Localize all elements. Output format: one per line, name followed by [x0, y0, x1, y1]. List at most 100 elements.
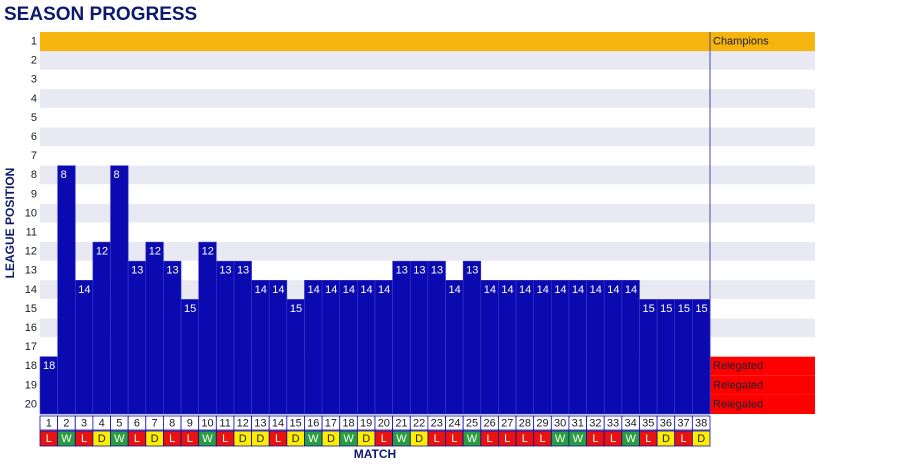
bar: [656, 299, 676, 415]
row-stripe: [40, 89, 815, 109]
bar: [674, 299, 693, 415]
x-tick-label: 2: [63, 417, 69, 429]
data-label: 14: [449, 284, 461, 296]
x-tick-label: 1: [46, 417, 52, 429]
x-tick-label: 26: [483, 417, 495, 429]
y-axis-label: LEAGUE POSITION: [3, 168, 17, 279]
row-stripe: [40, 165, 815, 185]
x-tick-label: 29: [536, 417, 548, 429]
x-tick-label: 28: [519, 417, 531, 429]
bar: [304, 279, 323, 415]
x-tick-label: 8: [169, 417, 175, 429]
bar: [621, 279, 640, 415]
result-label: L: [381, 433, 387, 445]
x-tick-label: 18: [342, 417, 354, 429]
data-label: 14: [537, 284, 549, 296]
bar: [498, 279, 517, 415]
data-label: 14: [343, 284, 355, 296]
result-label: W: [343, 433, 354, 445]
data-label: 14: [272, 284, 284, 296]
result-label: L: [592, 433, 598, 445]
data-label: 13: [166, 265, 178, 277]
result-label: L: [434, 433, 440, 445]
x-tick-label: 23: [431, 417, 443, 429]
data-label: 14: [378, 284, 390, 296]
result-label: D: [697, 433, 705, 445]
data-label: 13: [219, 265, 231, 277]
x-tick-label: 22: [413, 417, 425, 429]
bar: [216, 260, 235, 415]
row-stripe: [40, 146, 815, 166]
bar: [163, 260, 182, 415]
data-label: 13: [466, 265, 478, 277]
data-label: 14: [590, 284, 602, 296]
result-label: D: [362, 433, 370, 445]
bar: [74, 279, 94, 415]
x-tick-label: 14: [272, 417, 284, 429]
data-label: 14: [607, 284, 619, 296]
bar: [445, 279, 464, 415]
result-label: D: [292, 433, 300, 445]
y-tick-label: 13: [25, 265, 37, 277]
result-label: L: [522, 433, 528, 445]
row-stripe: [40, 184, 815, 204]
data-label: 8: [114, 169, 120, 181]
result-label: L: [81, 433, 87, 445]
bar: [286, 299, 305, 415]
result-label: W: [202, 433, 213, 445]
bar: [639, 299, 658, 415]
result-cell: [691, 430, 711, 447]
bar: [692, 299, 711, 415]
result-label: L: [134, 433, 140, 445]
result-label: L: [451, 433, 457, 445]
data-label: 14: [78, 284, 90, 296]
result-label: D: [256, 433, 264, 445]
x-axis-label: MATCH: [354, 447, 396, 461]
x-tick-label: 9: [187, 417, 193, 429]
result-label: L: [645, 433, 651, 445]
x-tick-label: 36: [660, 417, 672, 429]
bar: [57, 165, 76, 415]
data-label: 15: [660, 303, 672, 315]
x-tick-label: 5: [116, 417, 122, 429]
data-label: 14: [554, 284, 566, 296]
x-tick-label: 30: [554, 417, 566, 429]
result-label: W: [555, 433, 566, 445]
result-label: L: [187, 433, 193, 445]
y-tick-label: 1: [31, 35, 37, 47]
result-label: L: [169, 433, 175, 445]
data-label: 12: [96, 246, 108, 258]
y-tick-label: 17: [25, 341, 37, 353]
data-label: 14: [325, 284, 337, 296]
result-label: L: [680, 433, 686, 445]
x-tick-label: 13: [254, 417, 266, 429]
zone-label: Champions: [713, 35, 769, 47]
y-tick-label: 4: [31, 93, 37, 105]
x-tick-label: 17: [325, 417, 337, 429]
y-tick-label: 5: [31, 112, 37, 124]
y-tick-label: 6: [31, 131, 37, 143]
row-stripe: [40, 127, 815, 147]
x-tick-label: 32: [589, 417, 601, 429]
y-tick-label: 12: [25, 246, 37, 258]
x-tick-label: 3: [81, 417, 87, 429]
result-label: L: [46, 433, 52, 445]
bar: [568, 279, 587, 415]
bar: [603, 279, 623, 415]
data-label: 8: [61, 169, 67, 181]
bar: [427, 260, 446, 415]
y-tick-label: 20: [25, 398, 37, 410]
data-label: 14: [360, 284, 372, 296]
row-stripe: [40, 108, 815, 128]
x-tick-label: 6: [134, 417, 140, 429]
result-label: L: [504, 433, 510, 445]
x-tick-label: 31: [572, 417, 584, 429]
bar: [127, 260, 147, 415]
bar: [533, 279, 552, 415]
x-tick-label: 11: [219, 417, 230, 429]
data-label: 15: [695, 303, 707, 315]
x-tick-label: 21: [395, 417, 407, 429]
bar: [110, 165, 129, 415]
bar: [586, 279, 605, 415]
result-label: L: [610, 433, 616, 445]
